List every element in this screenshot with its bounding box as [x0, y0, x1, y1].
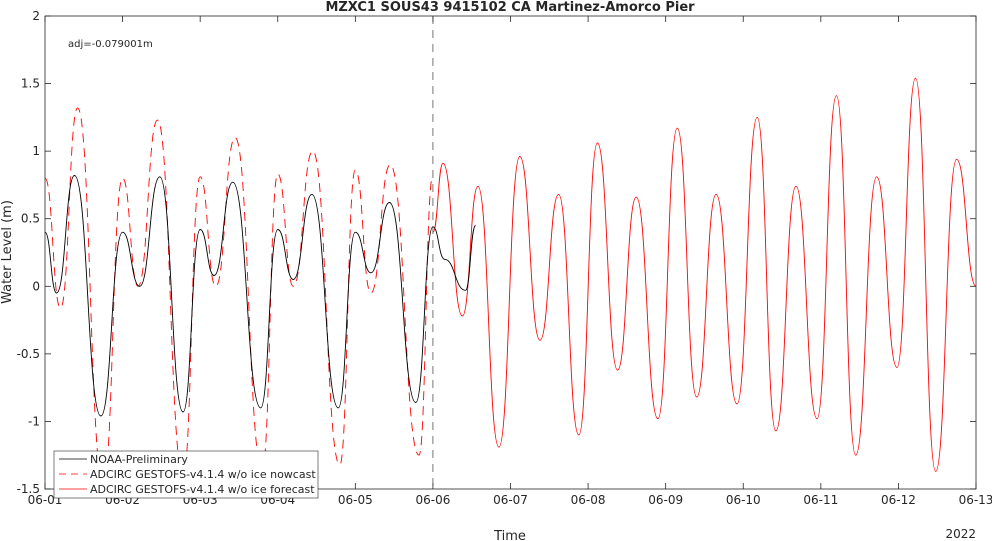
- x-tick-label: 06-11: [803, 493, 838, 507]
- x-tick-label: 06-13: [959, 493, 992, 507]
- series-noaa-preliminary: [44, 175, 477, 417]
- plot-area: [45, 16, 976, 489]
- x-tick-label: 06-05: [338, 493, 373, 507]
- x-tick-label: 06-10: [726, 493, 761, 507]
- y-tick-label: 1: [32, 144, 40, 158]
- chart-title: MZXC1 SOUS43 9415102 CA Martinez-Amorco …: [325, 0, 695, 15]
- x-tick-label: 06-07: [493, 493, 528, 507]
- x-tick-label: 06-08: [571, 493, 606, 507]
- legend-label-nowcast: ADCIRC GESTOFS-v4.1.4 w/o ice nowcast: [90, 468, 316, 481]
- legend-box: [53, 450, 319, 499]
- y-tick-label: 0: [32, 279, 40, 293]
- legend: NOAA-Preliminary ADCIRC GESTOFS-v4.1.4 w…: [53, 450, 319, 499]
- x-tick-label: 06-12: [881, 493, 916, 507]
- legend-label-noaa: NOAA-Preliminary: [90, 453, 188, 466]
- series-forecast: [432, 77, 977, 472]
- x-tick-label: 06-09: [648, 493, 683, 507]
- x-tick-label: 06-06: [415, 493, 450, 507]
- y-tick-label: 2: [32, 9, 40, 23]
- y-tick-label: 1.5: [21, 77, 40, 91]
- legend-label-forecast: ADCIRC GESTOFS-v4.1.4 w/o ice forecast: [90, 483, 315, 496]
- x-year-label: 2022: [945, 527, 976, 541]
- y-tick-label: 0.5: [21, 212, 40, 226]
- y-axis-label: Water Level (m): [0, 200, 15, 304]
- y-ticks: -1.5 -1 -0.5 0 0.5 1 1.5 2: [17, 9, 976, 496]
- adjustment-annotation: adj=-0.079001m: [68, 39, 153, 50]
- y-tick-label: -1.5: [17, 482, 40, 496]
- y-tick-label: -1: [28, 414, 40, 428]
- y-tick-label: -0.5: [17, 347, 40, 361]
- x-axis-label: Time: [493, 529, 526, 541]
